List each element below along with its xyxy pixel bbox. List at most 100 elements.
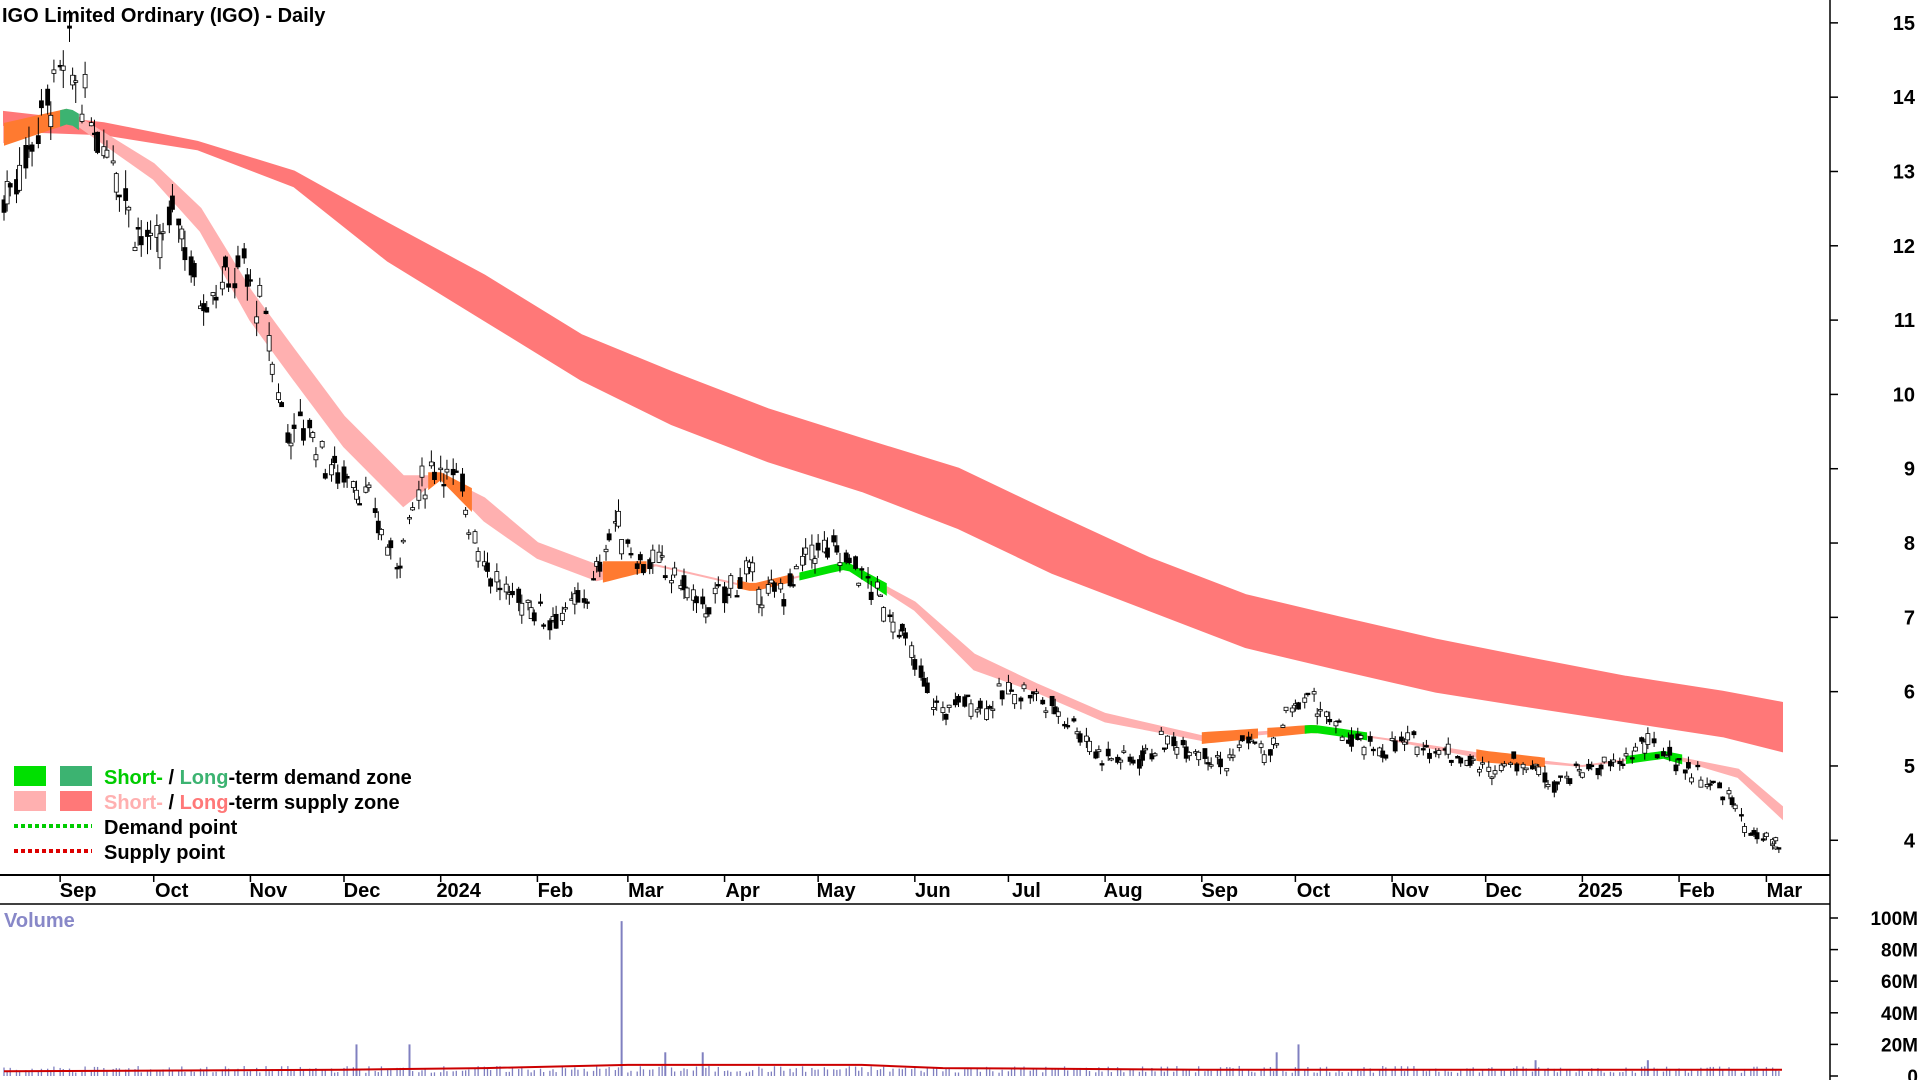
candle-body [681, 575, 687, 591]
candle-body [943, 713, 949, 720]
volume-average-line [3, 1063, 1782, 1073]
candle-body [354, 489, 359, 500]
candle-body [269, 363, 275, 375]
candle-body [263, 310, 269, 314]
volume-panel-title: Volume [4, 910, 75, 932]
candle-body [703, 613, 709, 618]
candle-body [1589, 764, 1595, 768]
y-tick-label: 9 [1904, 459, 1915, 481]
candle-body [547, 620, 553, 631]
candle-body [837, 562, 843, 566]
candle-body [1533, 763, 1538, 767]
x-tick-label: Mar [1767, 880, 1803, 902]
candle-body [1143, 747, 1149, 751]
candle-body [366, 484, 372, 489]
candle-body [1661, 751, 1666, 757]
candle-body [781, 599, 787, 607]
candle-body [170, 195, 175, 210]
x-tick-label: Apr [725, 880, 760, 902]
candle-body [1130, 759, 1136, 764]
demand-zone-label: Short- / Long-term demand zone [104, 767, 412, 789]
candle-body [1071, 718, 1077, 722]
candle-body [1049, 695, 1055, 707]
candle-body [67, 25, 72, 29]
candle-body [126, 206, 132, 211]
candle-body [853, 556, 858, 569]
candle-body [494, 571, 500, 583]
candle-body [965, 694, 971, 697]
candle-body [737, 577, 743, 589]
candle-body [1040, 699, 1046, 705]
candle-body [541, 624, 547, 627]
candle-body [1617, 761, 1623, 765]
candle-body [865, 576, 871, 579]
candle-body [1760, 838, 1766, 841]
candle-body [1427, 752, 1432, 759]
candle-body [990, 708, 996, 711]
x-tick-label: Nov [250, 880, 289, 902]
candle-body [110, 160, 116, 164]
candle-body [219, 281, 225, 290]
x-tick-label: Jul [1012, 880, 1041, 902]
candle-body [1349, 734, 1354, 747]
candle-body [1654, 754, 1660, 759]
candle-body [23, 144, 29, 169]
candle-body [931, 707, 936, 710]
candle-body [160, 231, 166, 234]
candle-body [104, 149, 110, 158]
candle-body [878, 594, 883, 597]
candle-body [1542, 772, 1548, 783]
candle-body [48, 114, 54, 128]
candle-body [846, 557, 852, 564]
candle-body [176, 218, 182, 226]
candle-body [1564, 775, 1570, 779]
candle-body [1370, 748, 1376, 752]
x-tick-label: 2025 [1578, 880, 1623, 902]
candle-body [1268, 749, 1273, 756]
candle-body [1083, 735, 1089, 742]
date-x-axis-ticks: Sep Oct Nov Dec 2024 Feb Mar Apr May Jun Jul Aug Sep… [59, 875, 1803, 902]
candle-body [288, 442, 294, 447]
candle-body [117, 194, 122, 198]
candle-body [1252, 741, 1258, 744]
candle-body [1171, 736, 1177, 747]
candle-body [584, 601, 590, 604]
price-candles [1, 9, 1782, 854]
x-tick-label: Sep [60, 880, 97, 902]
candle-body [728, 575, 734, 589]
candle-body [307, 419, 313, 429]
candle-body [918, 665, 924, 678]
candle-body [856, 582, 862, 586]
candle-body [235, 255, 241, 268]
candle-body [999, 690, 1005, 700]
candle-body [1324, 711, 1329, 717]
candle-body [1389, 737, 1395, 742]
candle-body [341, 466, 347, 483]
candle-body [407, 517, 412, 520]
candle-body [35, 135, 41, 144]
candle-body [1667, 746, 1673, 756]
candle-body [51, 69, 57, 74]
candle-body [1573, 763, 1579, 766]
candle-body [95, 131, 100, 153]
candle-body [357, 503, 363, 506]
candle-body [1717, 782, 1723, 789]
candle-body [759, 604, 765, 609]
candle-body [503, 583, 509, 593]
candle-body [1258, 743, 1264, 748]
candle-body [385, 546, 391, 556]
candle-body [248, 279, 253, 282]
x-tick-label: Dec [1485, 880, 1522, 902]
candle-body [485, 562, 490, 572]
candle-body [765, 584, 771, 594]
candle-body [132, 246, 138, 251]
candle-body [1707, 783, 1713, 786]
candle-body [1601, 756, 1607, 763]
candle-body [1555, 781, 1560, 785]
candle-body [1230, 754, 1236, 758]
candle-body [1261, 754, 1267, 763]
candle-body [157, 233, 163, 259]
candle-body [1764, 832, 1769, 837]
volume-y-axis-ticks: 100M 80M 60M 40M 20M 0 [1830, 909, 1918, 1080]
candle-body [279, 402, 285, 408]
